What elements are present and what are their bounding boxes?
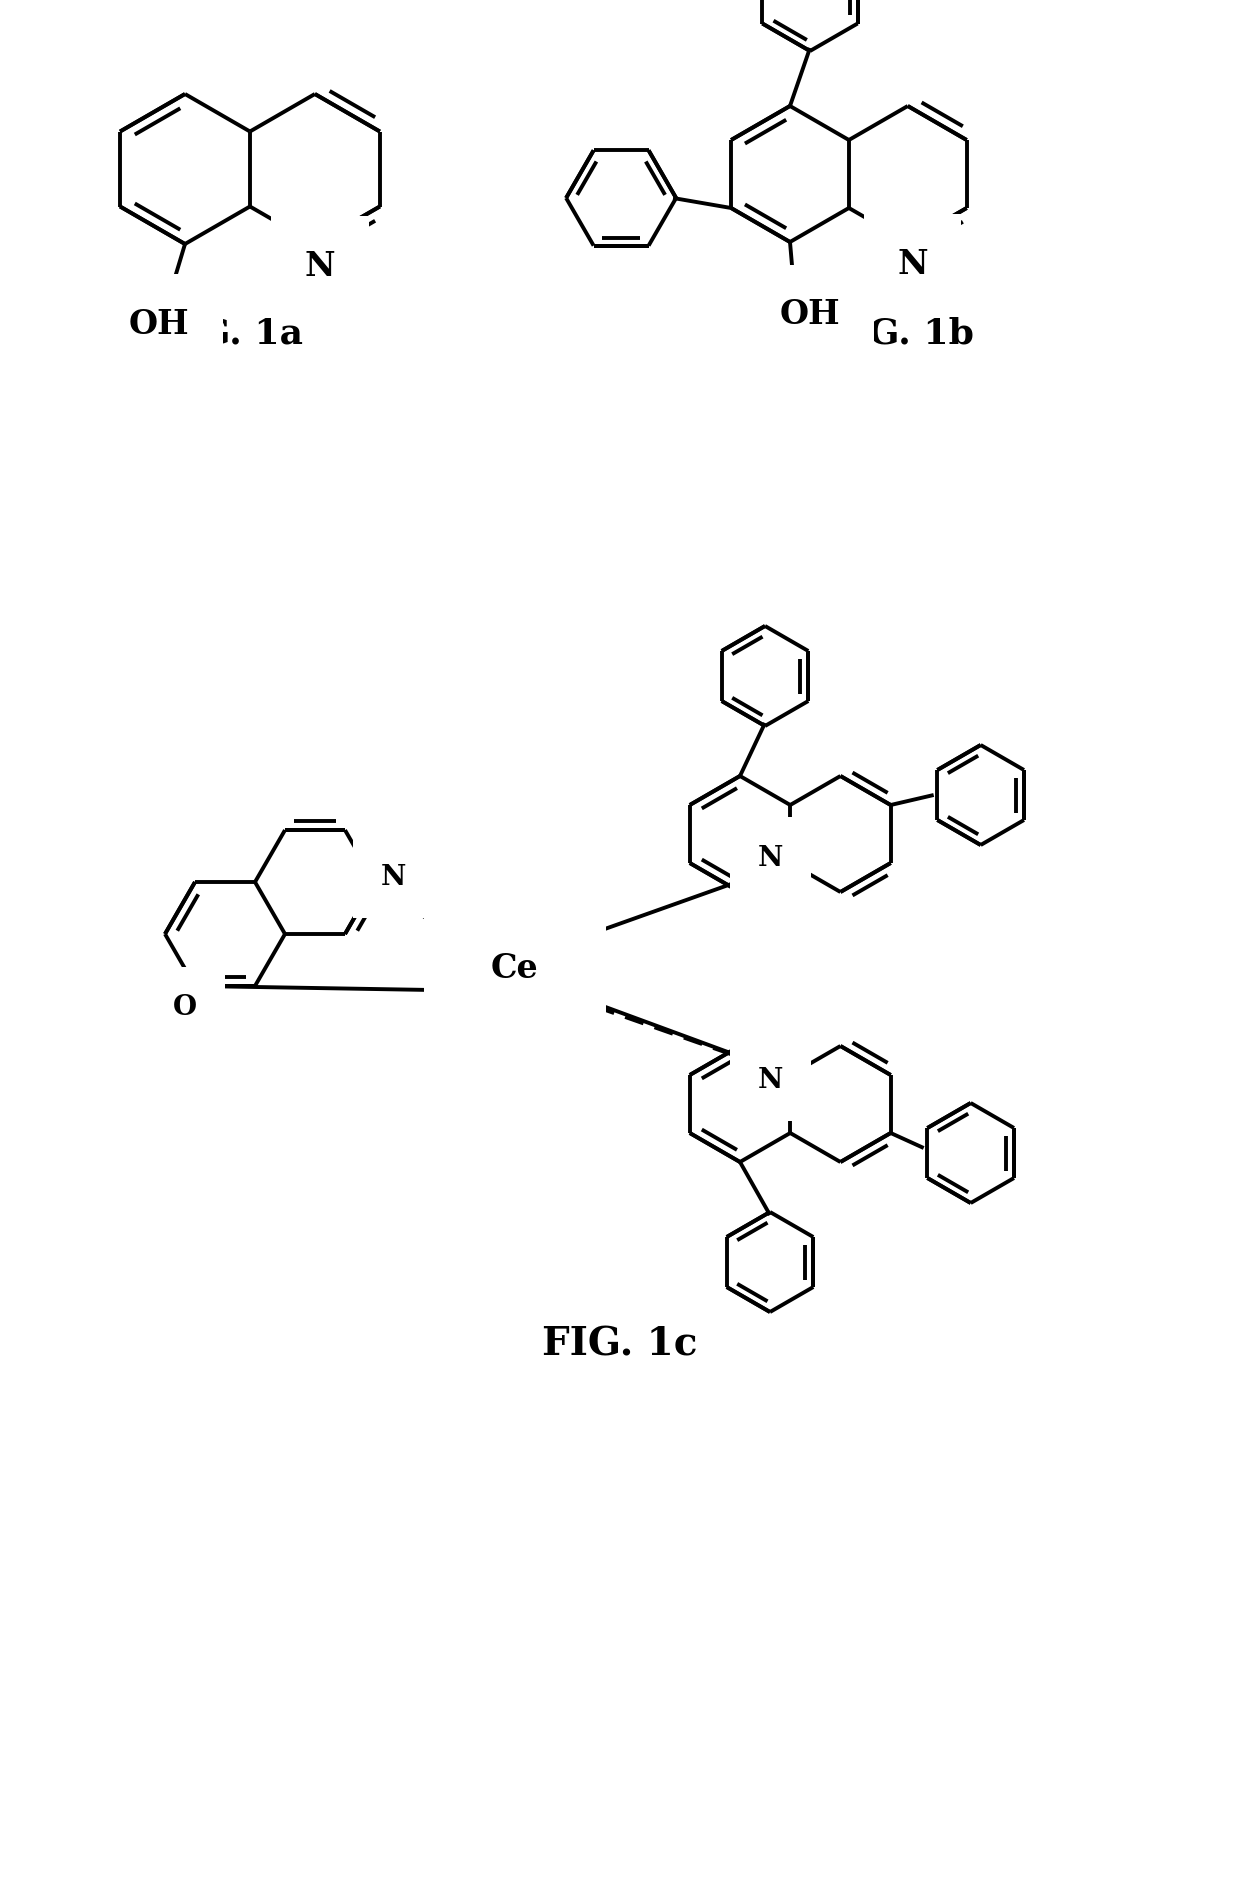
Text: O: O (172, 994, 197, 1021)
Text: N: N (898, 248, 928, 280)
Text: Ce: Ce (491, 952, 539, 986)
Text: N: N (381, 864, 405, 891)
Text: OH: OH (780, 299, 841, 331)
Text: N: N (305, 249, 335, 282)
Text: N: N (758, 1066, 782, 1093)
Text: N: N (758, 845, 782, 872)
Text: FIG. 1a: FIG. 1a (157, 316, 303, 350)
Text: FIG. 1c: FIG. 1c (542, 1325, 698, 1363)
Text: OH: OH (129, 308, 190, 341)
Text: FIG. 1b: FIG. 1b (826, 316, 973, 350)
